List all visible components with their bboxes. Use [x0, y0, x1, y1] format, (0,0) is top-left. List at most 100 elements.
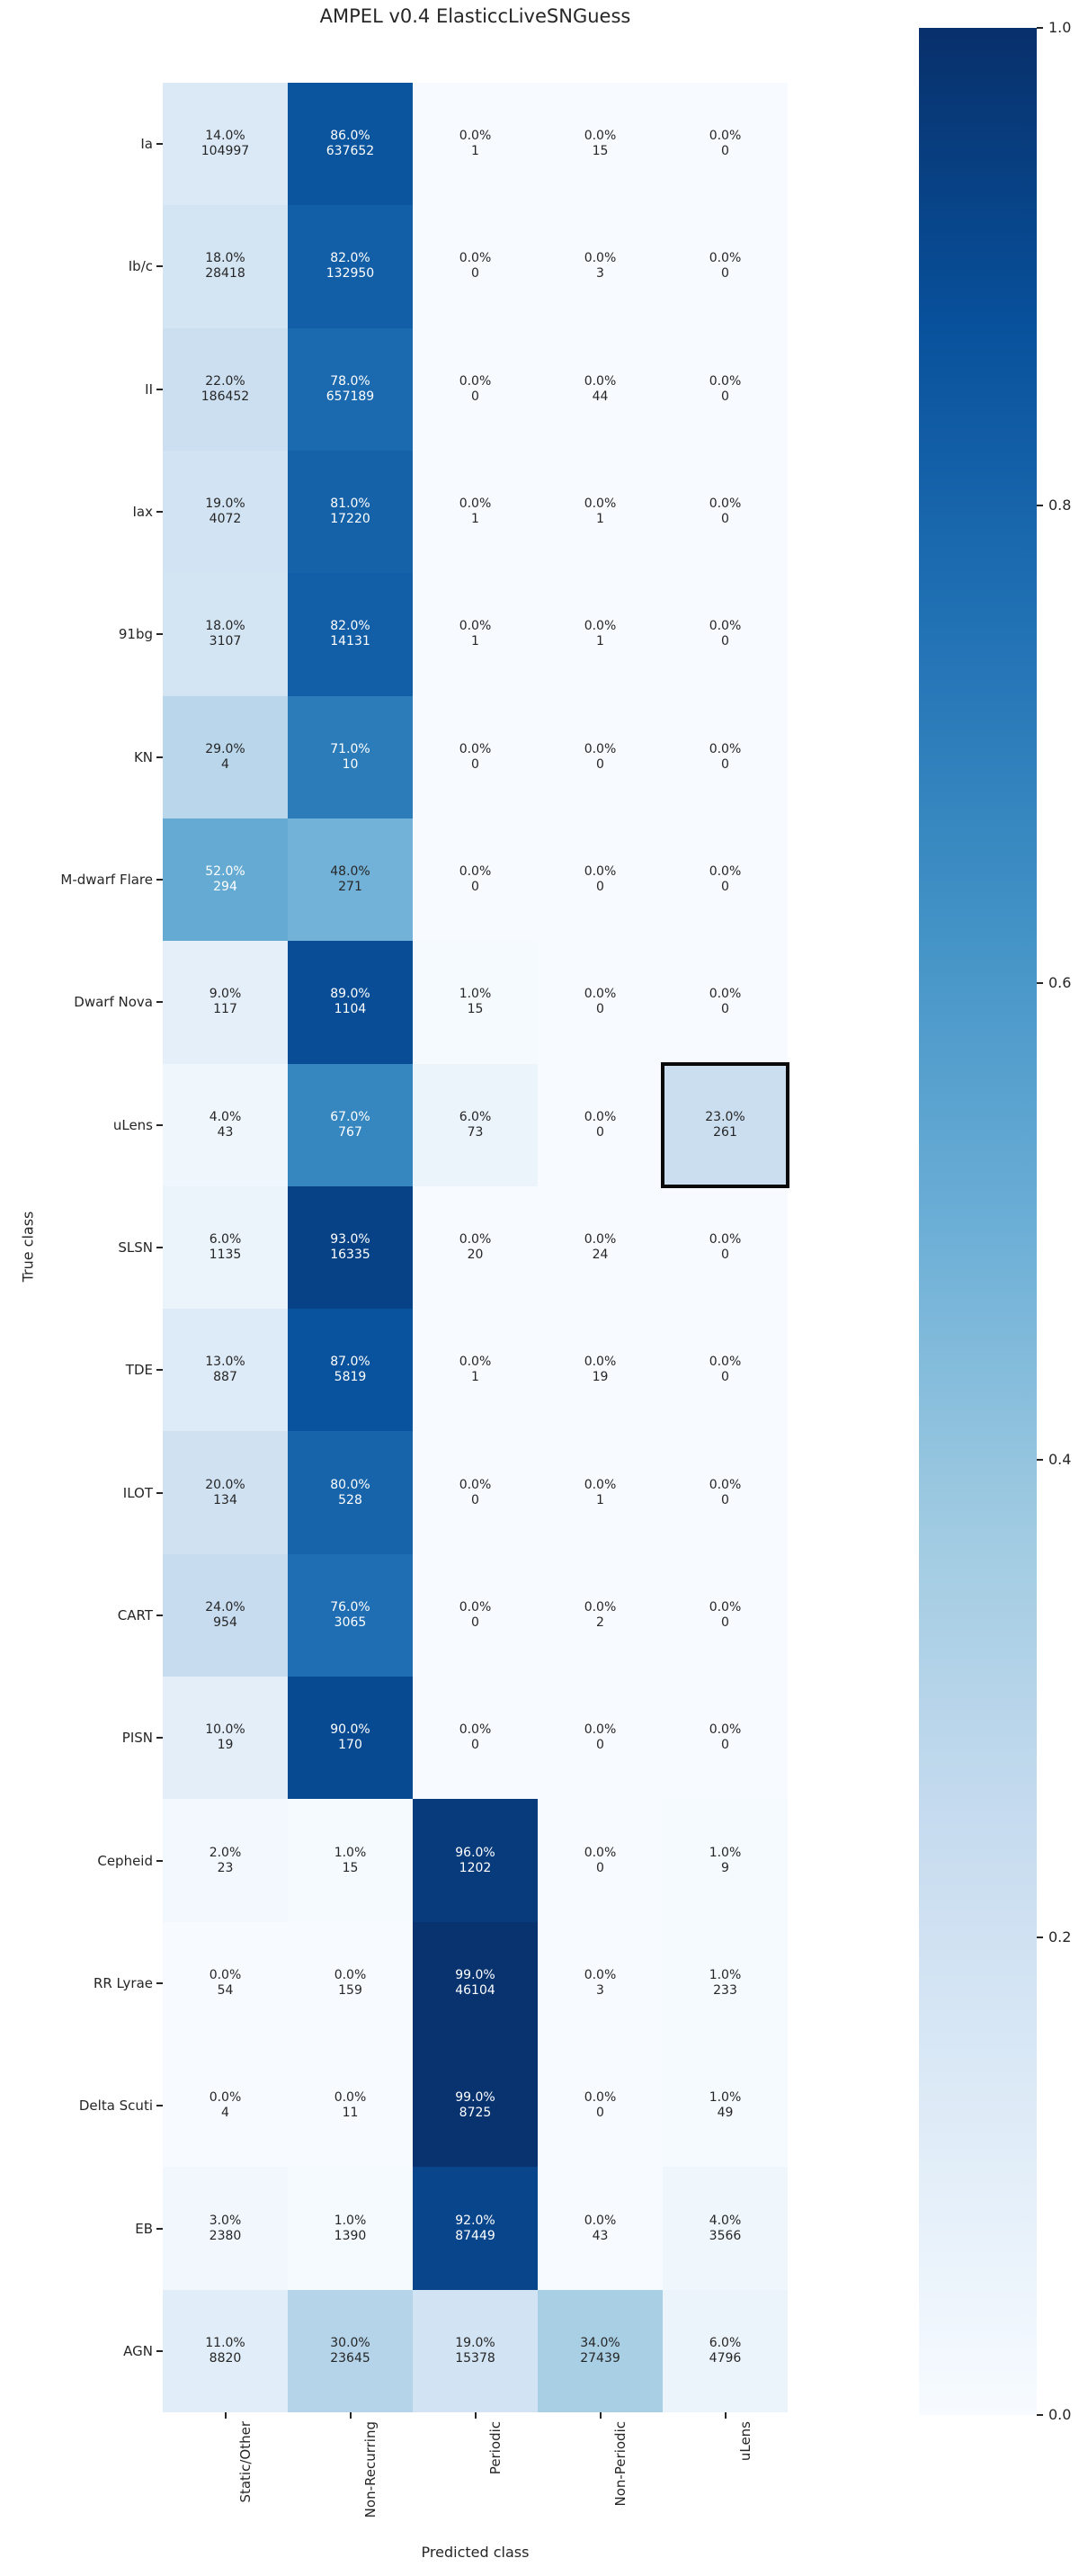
- cell-percent: 14.0%: [205, 129, 245, 144]
- heatmap-cell: 0.0% 0: [413, 1431, 538, 1554]
- cell-count: 186452: [201, 389, 250, 404]
- heatmap-cell: 23.0% 261: [661, 1061, 789, 1188]
- heatmap-cell: 0.0% 1: [538, 573, 663, 696]
- cell-percent: 29.0%: [205, 741, 245, 756]
- cell-percent: 9.0%: [209, 987, 242, 1002]
- cell-percent: 6.0%: [709, 2335, 742, 2350]
- heatmap-cell: 48.0% 271: [288, 818, 413, 942]
- cell-count: 1202: [459, 1860, 492, 1875]
- colorbar-tick-mark: [1037, 2414, 1043, 2416]
- cell-percent: 0.0%: [709, 373, 742, 389]
- heatmap-cell: 6.0% 1135: [163, 1185, 288, 1310]
- cell-count: 0: [596, 1738, 604, 1753]
- cell-percent: 10.0%: [205, 1722, 245, 1738]
- heatmap-cell: 0.0% 0: [413, 327, 538, 451]
- cell-count: 14131: [330, 634, 370, 649]
- heatmap-cell: 0.0% 1: [538, 450, 663, 574]
- heatmap-cell: 96.0% 1202: [413, 1799, 538, 1922]
- cell-percent: 1.0%: [459, 987, 492, 1002]
- tick-mark: [156, 879, 163, 881]
- cell-percent: 22.0%: [205, 373, 245, 389]
- heatmap-cell: 6.0% 73: [413, 1063, 538, 1186]
- heatmap-cell: 0.0% 0: [663, 818, 788, 942]
- cell-count: 528: [338, 1492, 362, 1507]
- cell-percent: 0.0%: [584, 251, 617, 266]
- cell-count: 15: [342, 1860, 359, 1875]
- heatmap-cell: 0.0% 0: [538, 818, 663, 942]
- cell-percent: 52.0%: [205, 864, 245, 880]
- heatmap-cell: 92.0% 87449: [413, 2167, 538, 2290]
- y-tick-label: Delta Scuti: [78, 2097, 153, 2115]
- cell-percent: 11.0%: [205, 2335, 245, 2350]
- heatmap-cell: 86.0% 637652: [288, 83, 413, 206]
- colorbar: [919, 28, 1037, 2415]
- heatmap-cell: 0.0% 4: [163, 2044, 288, 2168]
- colorbar-tick-mark: [1037, 1459, 1043, 1462]
- cell-percent: 90.0%: [330, 1722, 370, 1738]
- cell-percent: 0.0%: [459, 1355, 492, 1370]
- cell-percent: 0.0%: [459, 1231, 492, 1247]
- cell-percent: 18.0%: [205, 251, 245, 266]
- cell-percent: 0.0%: [584, 2213, 617, 2228]
- cell-count: 134: [213, 1492, 237, 1507]
- y-tick-label: CART: [117, 1606, 153, 1623]
- tick-mark: [156, 1981, 163, 1984]
- colorbar-tick-mark: [1037, 981, 1043, 984]
- cell-percent: 0.0%: [709, 1355, 742, 1370]
- cell-percent: 48.0%: [330, 864, 370, 880]
- cell-count: 19: [592, 1370, 609, 1385]
- y-tick-label: ILOT: [122, 1484, 153, 1501]
- cell-count: 8725: [459, 2106, 492, 2121]
- cell-count: 767: [338, 1124, 362, 1140]
- tick-mark: [156, 633, 163, 636]
- cell-percent: 1.0%: [334, 2213, 367, 2228]
- tick-mark: [599, 2412, 602, 2419]
- cell-percent: 0.0%: [584, 2090, 617, 2106]
- cell-count: 5819: [334, 1370, 367, 1385]
- cell-count: 0: [721, 880, 729, 895]
- cell-percent: 0.0%: [584, 1599, 617, 1614]
- cell-percent: 0.0%: [584, 619, 617, 634]
- heatmap-cell: 0.0% 0: [538, 1799, 663, 1922]
- chart-title: AMPEL v0.4 ElasticcLiveSNGuess: [319, 5, 631, 27]
- cell-percent: 0.0%: [584, 1355, 617, 1370]
- heatmap-cell: 30.0% 23645: [288, 2289, 413, 2412]
- heatmap-cell: 1.0% 9: [663, 1799, 788, 1922]
- cell-percent: 1.0%: [709, 2090, 742, 2106]
- heatmap-cell: 52.0% 294: [163, 818, 288, 942]
- cell-count: 17220: [330, 512, 370, 527]
- cell-count: 16335: [330, 1247, 370, 1262]
- cell-percent: 0.0%: [584, 496, 617, 512]
- heatmap-cell: 0.0% 15: [538, 83, 663, 206]
- cell-count: 2380: [209, 2228, 242, 2243]
- tick-mark: [156, 1614, 163, 1616]
- heatmap-cell: 1.0% 233: [663, 1921, 788, 2045]
- y-tick-label: Ia: [140, 136, 153, 153]
- cell-count: 261: [713, 1124, 737, 1140]
- cell-count: 0: [721, 1738, 729, 1753]
- heatmap-cell: 0.0% 1: [413, 1309, 538, 1432]
- heatmap-cell: 19.0% 4072: [163, 450, 288, 574]
- cell-count: 54: [217, 1982, 234, 1998]
- cell-count: 954: [213, 1614, 237, 1630]
- y-tick-label: KN: [133, 748, 153, 765]
- heatmap-cell: 1.0% 1390: [288, 2167, 413, 2290]
- heatmap-cell: 67.0% 767: [288, 1063, 413, 1186]
- cell-count: 3: [596, 1982, 604, 1998]
- tick-mark: [156, 1247, 163, 1248]
- cell-count: 49: [717, 2106, 734, 2121]
- heatmap-cell: 0.0% 0: [413, 818, 538, 942]
- y-tick-label: PISN: [121, 1730, 153, 1747]
- heatmap-cell: 18.0% 28418: [163, 205, 288, 328]
- cell-percent: 67.0%: [330, 1109, 370, 1124]
- heatmap-cell: 99.0% 46104: [413, 1921, 538, 2045]
- y-tick-label: II: [145, 380, 153, 398]
- heatmap-cell: 0.0% 3: [538, 1921, 663, 2045]
- cell-percent: 4.0%: [709, 2213, 742, 2228]
- cell-count: 1: [596, 634, 604, 649]
- cell-percent: 0.0%: [334, 1967, 367, 1982]
- cell-count: 0: [721, 634, 729, 649]
- cell-percent: 0.0%: [459, 129, 492, 144]
- y-tick-label: RR Lyrae: [93, 1974, 153, 1991]
